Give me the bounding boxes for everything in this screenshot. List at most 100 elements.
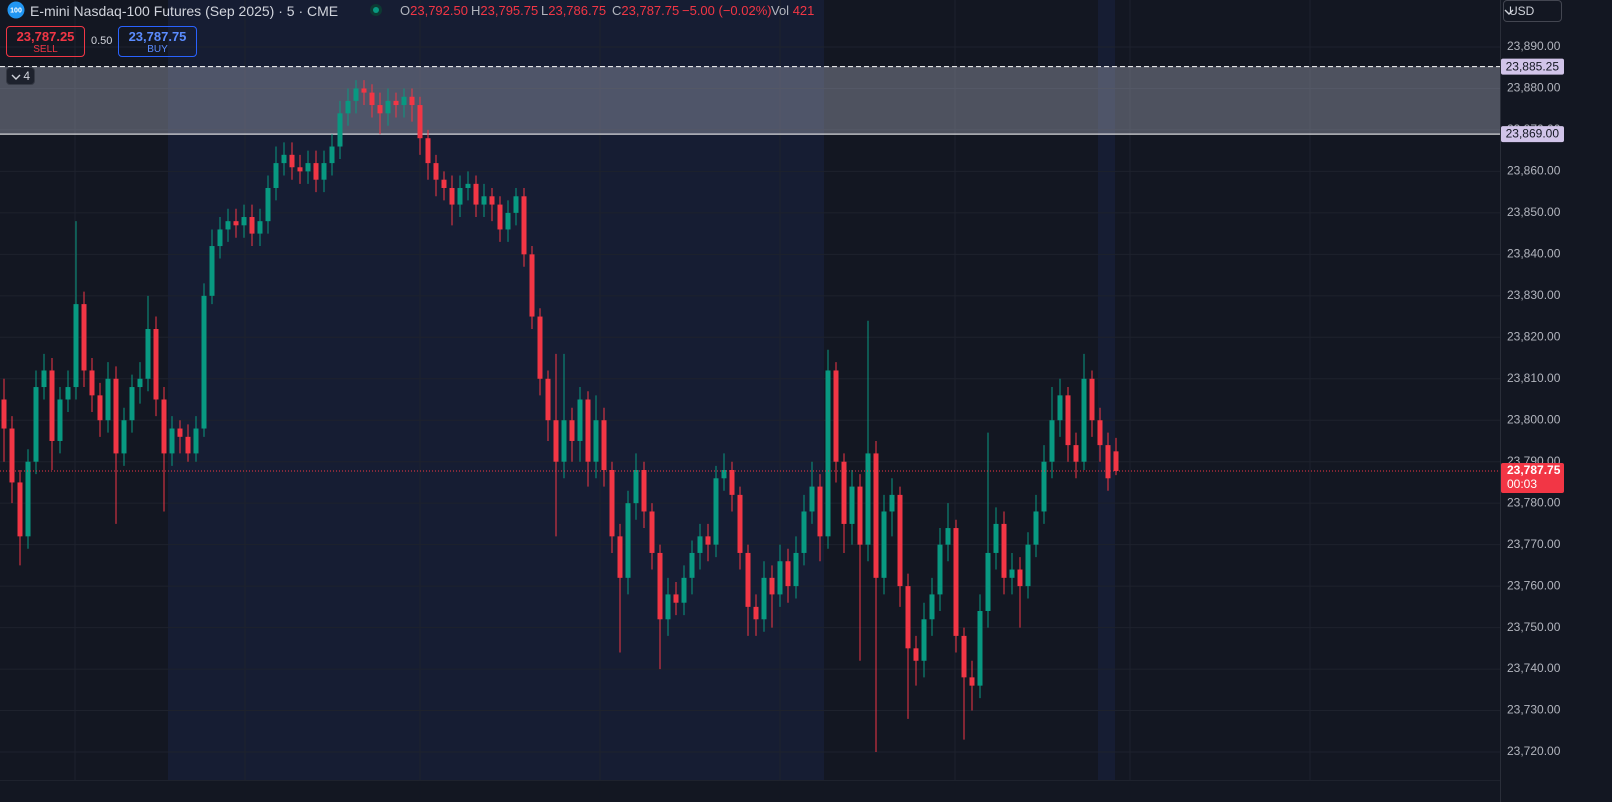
chevron	[11, 74, 21, 80]
candle-body	[521, 196, 527, 255]
candle-body	[73, 304, 79, 388]
zone-price-label: 23,869.00	[1506, 127, 1560, 141]
zone-price-label: 23,885.25	[1506, 59, 1560, 73]
candle-body	[193, 428, 199, 454]
candle-body	[49, 370, 55, 441]
candle-body	[673, 594, 679, 603]
candle-body	[577, 399, 583, 441]
y-tick-label: 23,780.00	[1507, 495, 1561, 509]
candle-body	[553, 420, 559, 462]
candle-body	[281, 154, 287, 164]
candle-body	[1033, 511, 1039, 545]
candle-body	[401, 96, 407, 106]
buy-price: 23,787.75	[128, 29, 187, 44]
candle-body	[169, 428, 175, 454]
candle-body	[145, 328, 151, 379]
candle-body	[89, 370, 95, 396]
candle-body	[569, 420, 575, 441]
quote-value: 23,792.50	[410, 3, 468, 18]
candle-body	[249, 217, 255, 234]
candle-body	[209, 246, 215, 296]
candle-body	[233, 221, 239, 226]
y-tick-label: 23,810.00	[1507, 371, 1561, 385]
candle-body	[729, 469, 735, 495]
candle-body	[609, 469, 615, 537]
y-tick-label: 23,890.00	[1507, 39, 1561, 53]
y-tick-label: 23,820.00	[1507, 329, 1561, 343]
candle-body	[1113, 451, 1119, 472]
candle-body	[377, 105, 383, 114]
candle-body	[121, 420, 127, 454]
candle-body	[1073, 445, 1079, 462]
candle-body	[1001, 523, 1007, 578]
chevron	[1504, 9, 1514, 15]
candle-body	[921, 619, 927, 661]
spread: 0.50	[91, 35, 113, 47]
candle-body	[545, 378, 551, 421]
candle-body	[449, 187, 455, 205]
candle-body	[769, 577, 775, 595]
candle-body	[369, 92, 375, 106]
quote-open: O23,792.50	[400, 2, 468, 20]
candle-body	[873, 453, 879, 578]
candle-body	[513, 196, 519, 213]
candle-body	[433, 163, 439, 180]
candle-body	[1017, 569, 1023, 587]
candle-body	[1097, 420, 1103, 446]
currency-button[interactable]: USD	[1503, 0, 1562, 22]
candle-body	[9, 428, 15, 483]
y-tick-label: 23,850.00	[1507, 205, 1561, 219]
y-tick-label: 23,830.00	[1507, 288, 1561, 302]
candle-body	[617, 536, 623, 578]
drawings-toggle[interactable]: 4	[6, 67, 35, 85]
quote-key: H	[471, 3, 481, 18]
sell-button[interactable]: 23,787.25 SELL	[6, 26, 85, 57]
candle-body	[1041, 461, 1047, 512]
candle-body	[1, 399, 7, 429]
y-tick-label: 23,840.00	[1507, 247, 1561, 261]
candle-body	[289, 154, 295, 168]
candle-body	[737, 494, 743, 553]
candle-body	[681, 577, 687, 603]
candle-body	[441, 179, 447, 188]
candle-body	[1009, 569, 1015, 578]
zone-price-label-bg	[1501, 58, 1564, 75]
candle-body	[105, 378, 111, 421]
candle-body	[1105, 445, 1111, 479]
candle-body	[1049, 420, 1055, 462]
candle-body	[761, 577, 767, 620]
candle-body	[801, 511, 807, 553]
sell-price: 23,787.25	[16, 29, 75, 44]
candle-body	[265, 187, 271, 222]
candle-body	[177, 428, 183, 437]
symbol-title[interactable]: E-mini Nasdaq-100 Futures (Sep 2025) · 5…	[30, 3, 339, 19]
market-status[interactable]	[370, 4, 382, 16]
candle-body	[817, 486, 823, 537]
candle-body	[65, 387, 71, 400]
candle-body	[593, 420, 599, 462]
y-tick-label: 23,880.00	[1507, 81, 1561, 95]
candle-body	[185, 436, 191, 454]
candle-body	[889, 494, 895, 512]
candle-body	[785, 561, 791, 587]
quote-volume: Vol 421	[771, 2, 814, 20]
quote-close: C23,787.75	[612, 2, 679, 20]
candle-body	[665, 594, 671, 620]
price-zone	[0, 66, 1500, 135]
symbol-badge[interactable]: 100	[6, 0, 32, 22]
candle-body	[361, 88, 367, 93]
quote-key: L	[541, 3, 549, 18]
candle-body	[905, 586, 911, 649]
candle-body	[273, 163, 279, 188]
buy-button[interactable]: 23,787.75 BUY	[118, 26, 197, 57]
candle-body	[473, 183, 479, 205]
badge-text: 100	[10, 7, 22, 14]
candle-body	[689, 552, 695, 578]
candle-body	[865, 453, 871, 545]
chevron-icon	[11, 74, 21, 80]
candle-body	[529, 254, 535, 317]
candle-body	[1057, 395, 1063, 421]
quote-low: L23,786.75	[541, 2, 606, 20]
candle-body	[753, 606, 759, 620]
candle-body	[505, 212, 511, 230]
